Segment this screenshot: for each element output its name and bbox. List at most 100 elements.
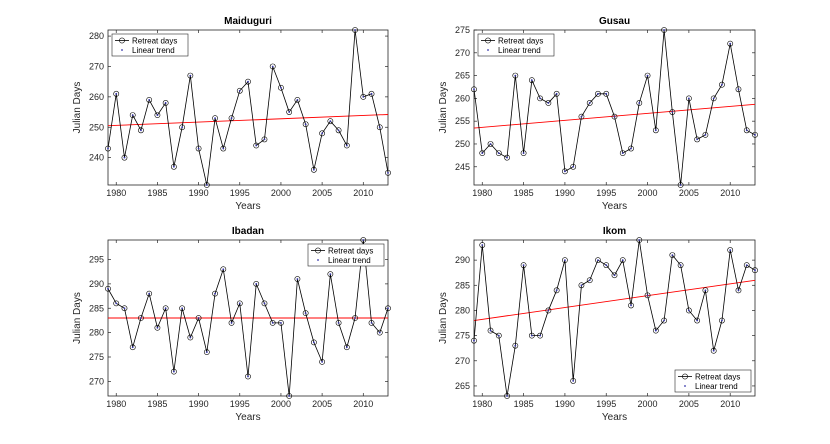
y-tick-label: 265: [455, 71, 470, 81]
data-point: [644, 72, 651, 79]
data-point-dot: [247, 80, 249, 83]
data-point: [710, 347, 717, 354]
data-point-dot: [189, 336, 192, 339]
chart-title: Gusau: [599, 16, 630, 27]
data-point-dot: [605, 92, 608, 95]
data-point-dot: [214, 117, 216, 120]
data-point-dot: [172, 165, 175, 168]
data-point-dot: [597, 92, 599, 95]
legend-dot-swatch: [487, 49, 489, 51]
data-point: [553, 287, 560, 294]
data-point-dot: [189, 74, 192, 77]
legend-box: [111, 33, 189, 57]
data-point: [162, 100, 169, 106]
data-point-dot: [164, 102, 167, 104]
data-point-dot: [345, 144, 348, 147]
data-point-dot: [721, 319, 723, 322]
data-point-dot: [687, 97, 690, 100]
data-point: [719, 81, 725, 88]
data-point: [385, 305, 391, 312]
data-point: [586, 277, 593, 284]
data-point: [545, 100, 552, 106]
y-tick-label: 290: [455, 255, 470, 265]
data-point-dot: [729, 249, 732, 251]
data-point: [154, 324, 161, 331]
data-point: [220, 145, 227, 152]
data-point: [352, 315, 358, 321]
y-tick-label: 245: [455, 162, 470, 172]
data-point: [553, 90, 560, 97]
data-point: [752, 267, 758, 274]
data-point: [727, 40, 734, 47]
data-point: [195, 145, 202, 152]
data-point: [520, 262, 527, 269]
data-point-dot: [222, 147, 225, 150]
data-point: [269, 319, 276, 326]
data-point-dot: [238, 89, 241, 92]
y-tick-label: 270: [455, 48, 470, 58]
data-point-dot: [329, 273, 332, 276]
data-point: [212, 290, 218, 297]
data-point-dot: [288, 111, 291, 113]
data-point: [694, 317, 701, 324]
y-tick-label: 270: [89, 61, 104, 71]
legend-label: Retreat days: [132, 36, 177, 45]
data-point-dot: [280, 321, 282, 324]
data-point: [261, 136, 268, 143]
legend-label: Linear trend: [328, 256, 371, 265]
data-point-dot: [671, 111, 674, 113]
y-tick-label: 275: [455, 25, 470, 35]
data-point-dot: [107, 287, 109, 290]
data-point: [310, 339, 317, 346]
y-tick-label: 260: [89, 92, 104, 102]
data-point: [170, 163, 177, 170]
legend-label: Retreat days: [328, 246, 373, 255]
data-point: [360, 237, 367, 243]
x-tick-label: 1985: [514, 188, 534, 198]
data-point: [562, 168, 568, 175]
data-point-dot: [271, 321, 274, 324]
data-point: [603, 90, 610, 97]
data-point: [611, 272, 618, 279]
data-point: [129, 344, 136, 351]
data-point-dot: [197, 317, 200, 319]
chart-gusau: Gusau 1980 1985 1990 1995 2000 2005 2010 245 250 2…: [438, 16, 758, 212]
data-point: [105, 285, 111, 292]
data-point: [677, 182, 684, 188]
data-point-dot: [547, 102, 550, 104]
data-point-dot: [197, 147, 200, 150]
x-tick-label: 2010: [720, 188, 740, 198]
y-tick-label: 265: [455, 381, 470, 391]
x-tick-label: 2000: [638, 188, 658, 198]
data-point: [343, 344, 350, 351]
y-tick-label: 280: [455, 305, 470, 315]
data-point: [743, 262, 750, 269]
data-point: [661, 27, 667, 33]
data-point: [187, 72, 194, 79]
data-point: [727, 247, 734, 253]
data-point-dot: [497, 334, 500, 337]
data-point-dot: [255, 144, 258, 147]
y-tick-label: 275: [89, 352, 104, 362]
data-point: [310, 166, 317, 173]
data-point: [360, 93, 367, 100]
data-point-dot: [370, 321, 373, 324]
data-point-dot: [148, 99, 151, 101]
trend-line: [107, 114, 389, 127]
legend-label: Retreat days: [695, 372, 740, 381]
y-tick-label: 280: [89, 31, 104, 41]
data-point: [636, 237, 643, 243]
x-tick-label: 2010: [353, 399, 373, 409]
legend-box: [674, 369, 752, 393]
data-point-dot: [263, 302, 266, 305]
data-point-dot: [539, 97, 542, 100]
data-point-dot: [280, 86, 282, 89]
data-point: [644, 292, 651, 299]
data-point: [652, 127, 659, 134]
data-point: [578, 113, 585, 120]
x-tick-label: 1995: [230, 399, 250, 409]
data-point: [236, 300, 243, 307]
